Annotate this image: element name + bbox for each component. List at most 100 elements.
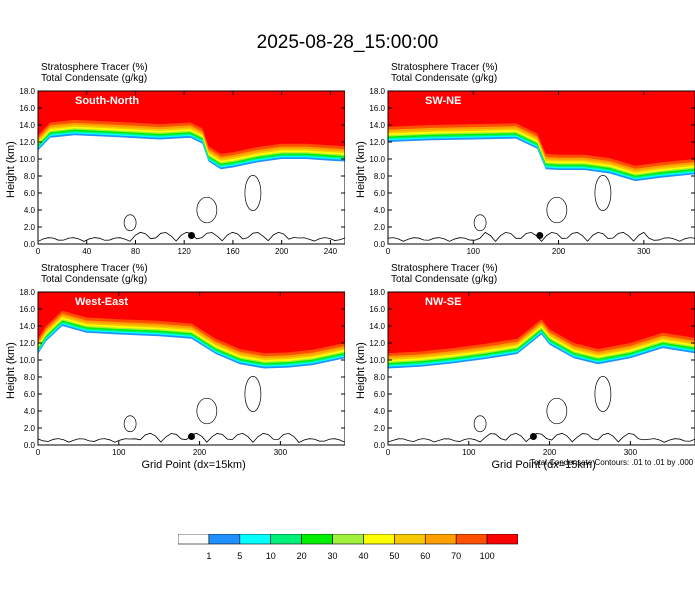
field-label: Stratosphere Tracer (%) bbox=[41, 263, 148, 274]
y-tick-label: 2.0 bbox=[24, 424, 36, 433]
x-tick-label: 120 bbox=[178, 247, 192, 256]
y-tick-label: 2.0 bbox=[374, 223, 386, 232]
x-tick-label: 240 bbox=[324, 247, 338, 256]
panel-title: SW-NE bbox=[425, 95, 462, 107]
colorbar-label: 60 bbox=[420, 551, 430, 561]
condensate-contour bbox=[546, 196, 568, 224]
y-tick-label: 0.0 bbox=[374, 240, 386, 249]
x-tick-label: 0 bbox=[36, 448, 41, 457]
y-tick-label: 4.0 bbox=[24, 206, 36, 215]
y-tick-label: 18.0 bbox=[19, 87, 35, 96]
y-tick-label: 8.0 bbox=[374, 373, 386, 382]
field-label: Total Condensate (g/kg) bbox=[391, 274, 498, 285]
y-tick-label: 8.0 bbox=[24, 373, 36, 382]
colorbar-label: 100 bbox=[480, 551, 495, 561]
condensate-contour bbox=[244, 376, 262, 412]
panel-nw-se: Stratosphere Tracer (%) Total Condensate … bbox=[350, 263, 695, 488]
y-tick-label: 12.0 bbox=[19, 339, 35, 348]
condensate-contour bbox=[594, 376, 612, 412]
colorbar: 1 5 10 20 30 40 50 60 70 100 bbox=[177, 533, 519, 574]
condensate-contour bbox=[594, 175, 612, 211]
colorbar-swatch bbox=[270, 533, 302, 545]
y-axis-label: Height (km) bbox=[355, 341, 367, 399]
tracer-core bbox=[38, 91, 345, 152]
y-tick-label: 18.0 bbox=[369, 87, 385, 96]
y-tick-label: 6.0 bbox=[24, 390, 36, 399]
y-tick-label: 14.0 bbox=[19, 322, 35, 331]
terrain-contour bbox=[37, 231, 345, 243]
y-tick-label: 16.0 bbox=[369, 305, 385, 314]
location-marker bbox=[188, 433, 195, 440]
x-tick-label: 40 bbox=[82, 247, 91, 256]
condensate-contour bbox=[123, 415, 137, 433]
x-tick-label: 0 bbox=[386, 247, 391, 256]
y-tick-label: 2.0 bbox=[374, 424, 386, 433]
x-tick-label: 300 bbox=[624, 448, 638, 457]
y-tick-label: 10.0 bbox=[19, 155, 35, 164]
y-tick-label: 10.0 bbox=[369, 356, 385, 365]
colorbar-label: 1 bbox=[206, 551, 211, 561]
y-tick-label: 0.0 bbox=[24, 441, 36, 450]
cross-section-plot: 0.0 2.0 4.0 6.0 8.0 10.0 12.0 14.0 16.0 18.0 0 100 2… bbox=[19, 288, 345, 457]
x-tick-label: 300 bbox=[274, 448, 288, 457]
field-label: Total Condensate (g/kg) bbox=[391, 73, 498, 84]
y-tick-label: 8.0 bbox=[24, 172, 36, 181]
colorbar-label: 20 bbox=[297, 551, 307, 561]
page-title: 2025-08-28_15:00:00 bbox=[256, 32, 439, 53]
panel-title: NW-SE bbox=[425, 296, 462, 308]
location-marker bbox=[529, 433, 537, 440]
field-label: Stratosphere Tracer (%) bbox=[391, 263, 498, 274]
colorbar-swatch bbox=[424, 533, 457, 545]
y-tick-label: 6.0 bbox=[24, 189, 36, 198]
location-marker bbox=[188, 232, 195, 239]
y-tick-label: 16.0 bbox=[19, 104, 35, 113]
panel-title: West-East bbox=[75, 296, 128, 308]
y-tick-label: 18.0 bbox=[369, 288, 385, 297]
x-tick-label: 160 bbox=[226, 247, 240, 256]
condensate-contour bbox=[244, 175, 262, 211]
field-label: Stratosphere Tracer (%) bbox=[391, 62, 498, 73]
colorbar-label: 5 bbox=[237, 551, 242, 561]
condensate-contour bbox=[196, 397, 218, 425]
x-tick-label: 80 bbox=[131, 247, 140, 256]
colorbar-swatch bbox=[208, 533, 241, 545]
y-tick-label: 4.0 bbox=[374, 407, 386, 416]
x-tick-label: 0 bbox=[386, 448, 391, 457]
cross-section-plot: 0.0 2.0 4.0 6.0 8.0 10.0 12.0 14.0 16.0 18.0 0 100 2… bbox=[369, 288, 695, 457]
x-tick-label: 200 bbox=[552, 247, 566, 256]
colorbar-swatch bbox=[486, 533, 519, 545]
condensate-contour bbox=[196, 196, 218, 224]
y-axis-label: Height (km) bbox=[355, 140, 367, 198]
x-axis-label: Grid Point (dx=15km) bbox=[491, 459, 596, 471]
x-axis-label: Grid Point (dx=15km) bbox=[141, 459, 246, 471]
colorbar-swatch bbox=[301, 533, 333, 545]
y-tick-label: 0.0 bbox=[24, 240, 36, 249]
y-tick-label: 18.0 bbox=[19, 288, 35, 297]
panel-sw-ne: Stratosphere Tracer (%) Total Condensate … bbox=[350, 62, 695, 287]
colorbar-swatch bbox=[239, 533, 272, 545]
y-tick-label: 8.0 bbox=[374, 172, 386, 181]
condensate-contour bbox=[473, 214, 487, 232]
y-tick-label: 4.0 bbox=[24, 407, 36, 416]
y-tick-label: 14.0 bbox=[369, 322, 385, 331]
cross-section-plot: 0.0 2.0 4.0 6.0 8.0 10.0 12.0 14.0 16.0 18.0 0 100 2… bbox=[369, 87, 695, 256]
y-tick-label: 12.0 bbox=[369, 339, 385, 348]
colorbar-label: 70 bbox=[451, 551, 461, 561]
x-tick-label: 0 bbox=[36, 247, 41, 256]
y-tick-label: 12.0 bbox=[369, 138, 385, 147]
cross-section-plot: 0.0 2.0 4.0 6.0 8.0 10.0 12.0 14.0 16.0 18.0 0 40 80… bbox=[19, 87, 345, 256]
y-tick-label: 16.0 bbox=[19, 305, 35, 314]
field-label: Total Condensate (g/kg) bbox=[41, 73, 148, 84]
condensate-contour bbox=[546, 397, 568, 425]
tracer-core bbox=[388, 292, 695, 351]
y-tick-label: 16.0 bbox=[369, 104, 385, 113]
panel-west-east: Stratosphere Tracer (%) Total Condensate … bbox=[0, 263, 345, 488]
plot-frame bbox=[387, 291, 695, 446]
x-tick-label: 300 bbox=[637, 247, 651, 256]
field-label: Stratosphere Tracer (%) bbox=[41, 62, 148, 73]
colorbar-swatch bbox=[455, 533, 488, 545]
plot-frame bbox=[37, 291, 345, 446]
y-tick-label: 14.0 bbox=[369, 121, 385, 130]
plot-frame bbox=[387, 90, 695, 245]
y-tick-label: 12.0 bbox=[19, 138, 35, 147]
